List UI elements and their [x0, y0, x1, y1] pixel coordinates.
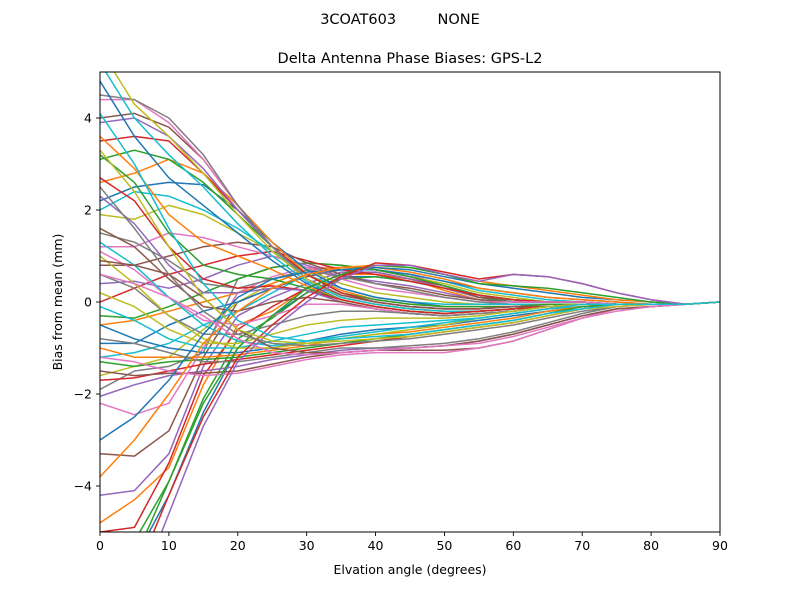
- series-line-60: [100, 112, 720, 342]
- y-tick-label: −2: [74, 387, 92, 402]
- chart-title: Delta Antenna Phase Biases: GPS-L2: [278, 51, 543, 67]
- figure-suptitle: 3COAT603 NONE: [320, 12, 480, 28]
- series-line-55: [160, 264, 720, 532]
- x-tick-label: 40: [368, 538, 384, 553]
- series-line-59: [100, 149, 720, 345]
- series-line-53: [145, 264, 720, 532]
- x-axis-label: Elvation angle (degrees): [333, 562, 486, 577]
- y-axis-label: Bias from mean (mm): [50, 234, 65, 371]
- x-tick-label: 20: [230, 538, 246, 553]
- x-tick-label: 0: [96, 538, 104, 553]
- series-line-12: [100, 266, 720, 326]
- y-tick-label: −4: [74, 479, 92, 494]
- y-axis: −4 −2 0 2 4: [74, 111, 100, 494]
- series-group: [100, 72, 720, 532]
- x-tick-label: 30: [299, 538, 315, 553]
- x-tick-label: 90: [712, 538, 728, 553]
- x-tick-label: 60: [505, 538, 521, 553]
- y-tick-label: 2: [84, 203, 92, 218]
- y-tick-label: 0: [84, 295, 92, 310]
- x-tick-label: 70: [574, 538, 590, 553]
- x-axis: 0 10 20 30 40 50 60 70 80 90: [96, 532, 728, 553]
- x-tick-label: 10: [161, 538, 177, 553]
- x-tick-label: 80: [643, 538, 659, 553]
- y-tick-label: 4: [84, 111, 92, 126]
- series-line-57: [100, 273, 720, 356]
- x-tick-label: 50: [436, 538, 452, 553]
